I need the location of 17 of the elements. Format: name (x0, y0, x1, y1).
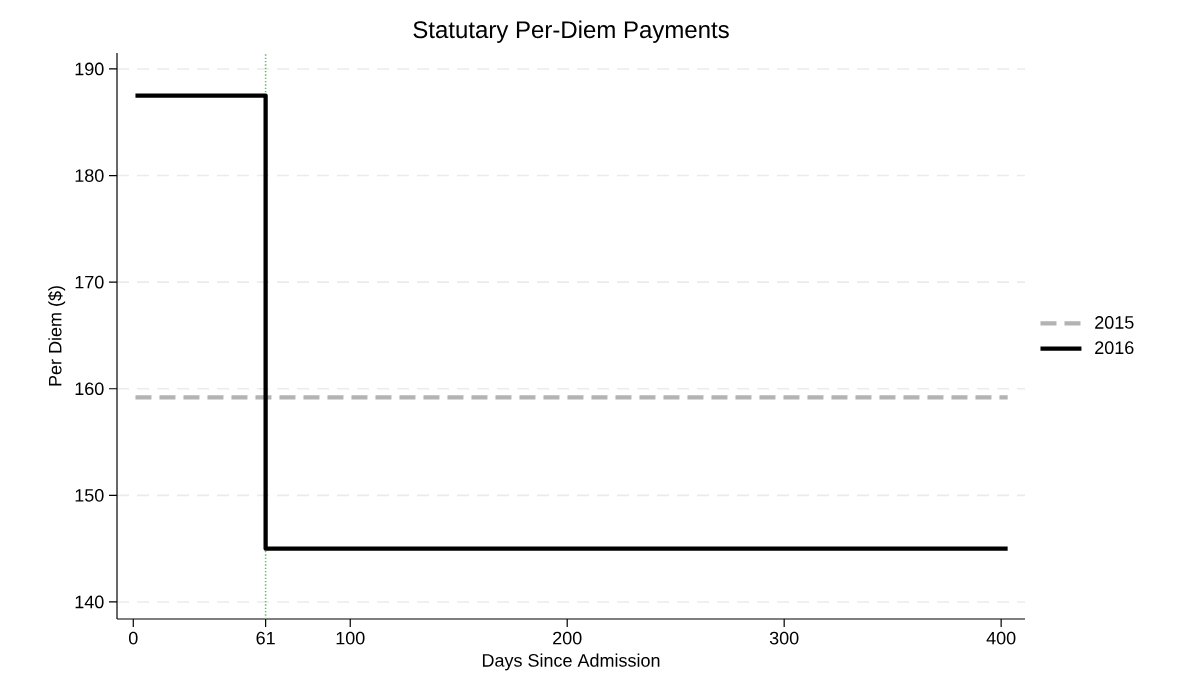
y-axis-title: Per Diem ($) (48, 286, 66, 386)
x-tick-label: 300 (769, 631, 799, 645)
x-tick-label: 61 (256, 631, 275, 645)
y-tick-label: 150 (75, 488, 104, 502)
legend-label: 2016 (1095, 341, 1134, 355)
x-tick-label: 400 (986, 631, 1016, 645)
y-tick-label: 140 (75, 595, 104, 609)
x-tick-label: 0 (128, 631, 138, 645)
y-tick-label: 190 (75, 62, 104, 76)
y-tick-label: 180 (75, 169, 104, 182)
legend-label: 2015 (1095, 316, 1134, 329)
chart-title: Statutary Per-Diem Payments (413, 20, 729, 43)
x-tick-label: 100 (336, 631, 365, 645)
x-tick-label: 200 (553, 631, 582, 645)
y-tick-label: 160 (75, 382, 104, 396)
y-tick-label: 170 (75, 275, 104, 289)
x-axis-title: Days Since Admission (482, 653, 660, 671)
